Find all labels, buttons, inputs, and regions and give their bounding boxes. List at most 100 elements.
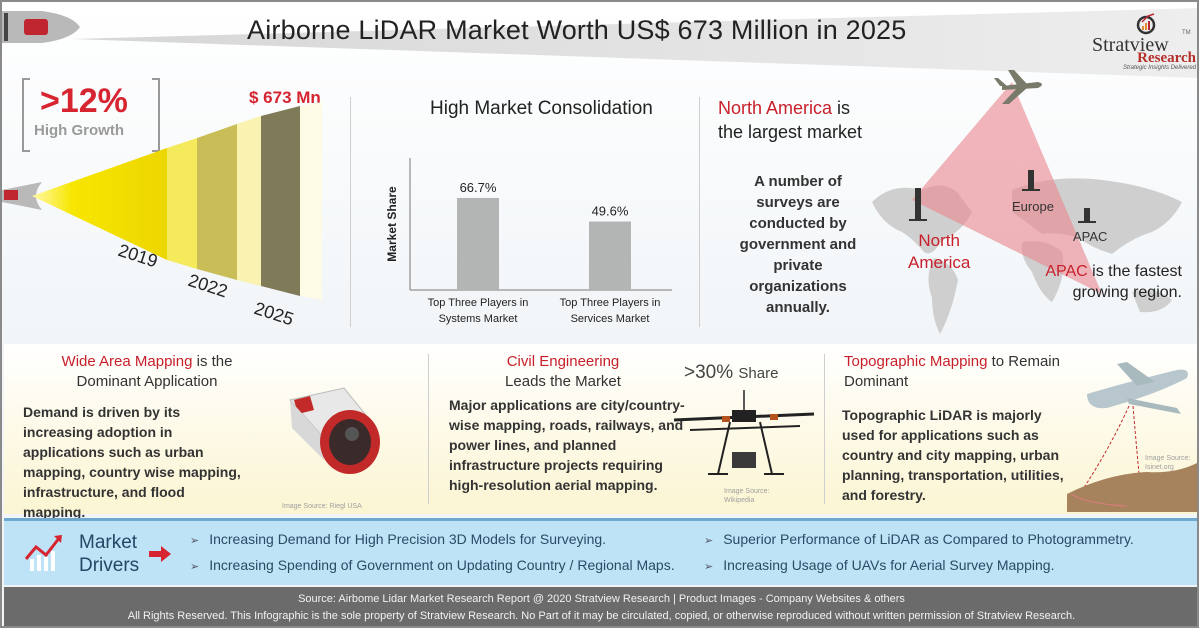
arrow-right-icon: [149, 546, 171, 562]
footer: Source: Airbome Lidar Market Research Re…: [4, 587, 1197, 626]
topographic-rest: to Remain: [987, 353, 1060, 370]
logo-sub: Research: [1137, 50, 1196, 66]
driver-text: Increasing Demand for High Precision 3D …: [209, 531, 607, 547]
wide-area-line2: Dominant Application: [76, 373, 218, 390]
trend-up-icon: [24, 535, 62, 571]
lidar-scan-area: [912, 82, 1102, 294]
civil-share-label: Share: [738, 365, 779, 382]
lidar-scanner-image: [289, 387, 380, 474]
apac-rest: is the fastest: [1087, 263, 1182, 280]
bar-apac: [1084, 208, 1090, 222]
x-tick-label: Services Market: [571, 313, 650, 325]
civil-body: Major applications are city/country-wise…: [449, 397, 685, 493]
map-label-europe: Europe: [1012, 199, 1054, 214]
topographic-highlight: Topographic Mapping: [844, 353, 988, 370]
x-tick-label: Top Three Players in: [560, 297, 661, 309]
divider: [350, 97, 351, 327]
image-source-riegl: Image Source: Riegl USA: [282, 503, 362, 510]
light-beam-top: [72, 8, 1197, 78]
page-title: Airborne LiDAR Market Worth US$ 673 Mill…: [247, 15, 907, 45]
wide-area-highlight: Wide Area Mapping: [61, 353, 193, 370]
map-label-na-line1: North: [918, 231, 960, 250]
growth-label: High Growth: [34, 122, 124, 139]
bullet-icon: [2, 11, 80, 43]
divider: [428, 354, 429, 504]
logo-tm: TM: [1182, 30, 1191, 36]
stratview-logo: Stratview TM Research Strategic Insights…: [1090, 10, 1197, 71]
bullet-arrow-icon: ➢: [190, 561, 200, 573]
civil-highlight: Civil Engineering: [506, 353, 620, 370]
bar-europe: [1028, 170, 1034, 190]
market-size-label: $ 673 Mn: [249, 88, 321, 107]
image-source-wikipedia: Image Source: Wikipedia: [724, 487, 770, 505]
image-source-isinet-2: Isinet.org: [1145, 464, 1174, 471]
growth-box: >12% High Growth: [22, 78, 160, 152]
growth-value: >12%: [40, 82, 128, 120]
applications-section: [4, 344, 1197, 514]
bracket-left: [22, 78, 30, 152]
bar: [457, 197, 499, 290]
x-tick-label: Systems Market: [439, 313, 518, 325]
wide-area-body: Demand is driven by its increasing adopt…: [23, 404, 241, 520]
growth-cone: [2, 102, 322, 300]
divider: [824, 354, 825, 504]
bullet-arrow-icon: ➢: [704, 535, 714, 547]
apac-note: APAC is the fastest growing region.: [1032, 261, 1182, 303]
image-source-wikipedia-2: Wikipedia: [724, 497, 755, 504]
chart-title: High Market Consolidation: [430, 98, 653, 119]
topographic-line2: Dominant: [844, 373, 909, 390]
market-drivers-title: Market Drivers: [79, 531, 139, 577]
topographic-title: Topographic Mapping to Remain Dominant: [844, 352, 1104, 392]
bullet-arrow-icon: ➢: [704, 561, 714, 573]
drone-image: [673, 390, 815, 475]
image-source-isinet: Image Source: Isinet.org: [1145, 454, 1191, 472]
y-axis-label: Market Share: [385, 186, 399, 262]
wide-area-rest: is the: [192, 353, 233, 370]
logo-tagline: Strategic Insights Delivered: [1122, 65, 1196, 71]
driver-item: ➢ Increasing Spending of Government on Up…: [190, 557, 675, 573]
bar: [589, 221, 631, 290]
drivers-title-line2: Drivers: [79, 555, 140, 576]
x-tick-label: Top Three Players in: [428, 297, 529, 309]
divider: [699, 97, 700, 327]
bar-value-label: 66.7%: [460, 180, 497, 195]
world-map: [872, 70, 1182, 334]
apac-highlight: APAC: [1045, 263, 1088, 280]
driver-item: ➢ Increasing Usage of UAVs for Aerial Sur…: [704, 557, 1054, 573]
largest-market-highlight: North America: [718, 98, 833, 118]
driver-item: ➢ Increasing Demand for High Precision 3D…: [190, 531, 606, 547]
apac-line2: growing region.: [1072, 284, 1182, 301]
image-source-isinet-1: Image Source:: [1145, 455, 1191, 462]
civil-share-value: >30%: [684, 362, 734, 383]
civil-line2: Leads the Market: [505, 373, 621, 390]
bar-value-label: 49.6%: [592, 204, 629, 219]
driver-text: Increasing Usage of UAVs for Aerial Surv…: [723, 557, 1055, 573]
map-label-na-line2: America: [908, 253, 971, 272]
wide-area-title: Wide Area Mapping is the Dominant Applic…: [32, 352, 262, 392]
surveys-text: A number of surveys are conducted by gov…: [739, 173, 857, 316]
market-share-chart: Market Share 66.7% Top Three Players in Sy…: [385, 158, 672, 325]
civil-title: Civil Engineering Leads the Market: [478, 352, 648, 392]
logo-name: Stratview: [1092, 34, 1169, 56]
market-drivers-bar: Market Drivers ➢ Increasing Demand for Hi…: [4, 518, 1197, 585]
footer-source: Source: Airbome Lidar Market Research Re…: [298, 593, 905, 605]
bracket-right: [152, 78, 160, 152]
drivers-title-line1: Market: [79, 532, 138, 553]
largest-market-title: North America is the largest market: [718, 96, 888, 144]
airplane-icon: [994, 70, 1042, 104]
driver-text: Increasing Spending of Government on Upd…: [209, 557, 675, 573]
civil-share: >30% Share: [684, 362, 778, 384]
driver-item: ➢ Superior Performance of LiDAR as Compar…: [704, 531, 1134, 547]
driver-text: Superior Performance of LiDAR as Compare…: [723, 531, 1134, 547]
bar-north-america: [915, 188, 921, 220]
region-bars: [909, 170, 1096, 223]
map-label-north-america: North America: [908, 230, 970, 274]
bullet-arrow-icon: ➢: [190, 535, 200, 547]
bullet-left-icon: [2, 182, 42, 210]
image-source-wikipedia-1: Image Source:: [724, 488, 770, 495]
map-label-apac: APAC: [1073, 229, 1108, 244]
magnifier-chart-icon: [1136, 13, 1156, 35]
largest-market-rest: is: [832, 98, 851, 118]
largest-market-line2: the largest market: [718, 122, 863, 142]
